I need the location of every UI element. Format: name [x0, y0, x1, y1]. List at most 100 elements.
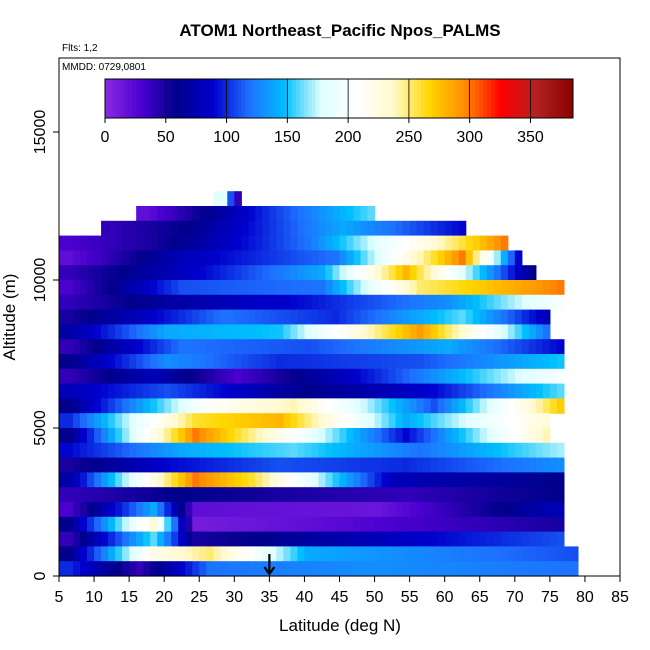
- heatmap-cell: [416, 413, 425, 429]
- heatmap-cell: [129, 265, 137, 281]
- marker-head: [263, 566, 276, 576]
- heatmap-cell: [115, 502, 123, 518]
- heatmap-cell: [339, 428, 348, 444]
- heatmap-cell: [234, 191, 242, 207]
- heatmap-cell: [115, 457, 123, 473]
- heatmap-cell: [150, 457, 158, 473]
- heatmap-cell: [129, 442, 137, 459]
- heatmap-cell: [549, 280, 558, 296]
- heatmap-cell: [136, 398, 144, 414]
- heatmap-cell: [80, 368, 88, 385]
- heatmap-cell: [535, 502, 544, 518]
- heatmap-cell: [542, 324, 551, 340]
- heatmap-cell: [164, 398, 172, 414]
- heatmap-cell: [164, 368, 172, 385]
- heatmap-cell: [66, 457, 74, 473]
- heatmap-cell: [486, 383, 495, 399]
- heatmap-cell: [227, 368, 235, 385]
- colorbar-segment: [557, 79, 562, 118]
- heatmap-cell: [493, 280, 502, 296]
- heatmap-cell: [115, 428, 123, 444]
- heatmap-cell: [157, 502, 165, 518]
- heatmap-cell: [213, 235, 221, 251]
- heatmap-cell: [353, 398, 362, 414]
- heatmap-cell: [339, 546, 348, 562]
- heatmap-cell: [220, 206, 228, 222]
- heatmap-cell: [59, 250, 67, 266]
- heatmap-cell: [94, 309, 102, 325]
- heatmap-cell: [353, 220, 362, 237]
- heatmap-cell: [206, 487, 214, 503]
- heatmap-cell: [276, 324, 284, 340]
- heatmap-cell: [192, 220, 200, 237]
- heatmap-cell: [402, 368, 411, 385]
- heatmap-cell: [80, 472, 88, 488]
- colorbar-segment: [303, 79, 309, 118]
- heatmap-cell: [66, 546, 74, 562]
- heatmap-cell: [164, 206, 172, 222]
- heatmap-cell: [234, 561, 242, 577]
- heatmap-cell: [185, 354, 193, 370]
- heatmap-cell: [332, 502, 341, 518]
- heatmap-cell: [297, 383, 306, 399]
- heatmap-cell: [143, 206, 151, 222]
- heatmap-cell: [178, 561, 186, 577]
- heatmap-cell: [535, 428, 544, 444]
- colorbar-segment: [210, 79, 215, 118]
- heatmap-cell: [199, 413, 207, 429]
- heatmap-cell: [556, 516, 565, 533]
- heatmap-cell: [262, 398, 270, 414]
- colorbar-segment: [436, 79, 441, 118]
- heatmap-cell: [108, 250, 116, 266]
- heatmap-cell: [213, 428, 221, 444]
- heatmap-cell: [395, 428, 404, 444]
- heatmap-cell: [283, 531, 292, 547]
- heatmap-cell: [332, 280, 341, 296]
- y-tick-label: 15000: [32, 110, 49, 155]
- heatmap-cell: [122, 265, 130, 281]
- heatmap-cell: [59, 368, 67, 385]
- heatmap-cell: [164, 280, 172, 296]
- heatmap-cell: [297, 502, 306, 518]
- heatmap-cell: [290, 398, 299, 414]
- heatmap-cell: [360, 487, 369, 503]
- heatmap-cell: [528, 324, 537, 340]
- heatmap-cell: [318, 324, 327, 340]
- heatmap-cell: [311, 354, 320, 370]
- heatmap-cell: [507, 265, 516, 281]
- heatmap-cell: [101, 220, 109, 237]
- heatmap-cell: [507, 472, 516, 488]
- heatmap-cell: [311, 309, 320, 325]
- heatmap-cell: [220, 280, 228, 296]
- heatmap-cell: [157, 487, 165, 503]
- heatmap-cell: [290, 294, 299, 311]
- heatmap-cell: [171, 250, 179, 266]
- heatmap-cell: [472, 516, 481, 533]
- heatmap-cell: [178, 265, 186, 281]
- heatmap-cell: [409, 220, 418, 237]
- heatmap-cell: [528, 280, 537, 296]
- heatmap-cell: [192, 546, 200, 562]
- heatmap-cell: [437, 324, 446, 340]
- heatmap-cell: [290, 324, 299, 340]
- heatmap-cell: [353, 442, 362, 459]
- heatmap-cell: [234, 294, 242, 311]
- heatmap-cell: [535, 413, 544, 429]
- colorbar-segment: [350, 79, 356, 118]
- heatmap-cell: [437, 561, 446, 577]
- heatmap-cell: [311, 442, 320, 459]
- heatmap-cell: [311, 265, 320, 281]
- heatmap-cell: [500, 428, 509, 444]
- heatmap-cell: [346, 516, 355, 533]
- heatmap-cell: [122, 398, 130, 414]
- heatmap-cell: [185, 516, 193, 533]
- heatmap-cell: [528, 309, 537, 325]
- heatmap-cell: [122, 546, 130, 562]
- heatmap-cell: [199, 309, 207, 325]
- heatmap-cell: [227, 339, 235, 355]
- heatmap-cell: [451, 354, 460, 370]
- heatmap-cell: [472, 561, 481, 577]
- heatmap-cell: [353, 383, 362, 399]
- heatmap-cell: [234, 442, 242, 459]
- colorbar-segment: [323, 79, 328, 118]
